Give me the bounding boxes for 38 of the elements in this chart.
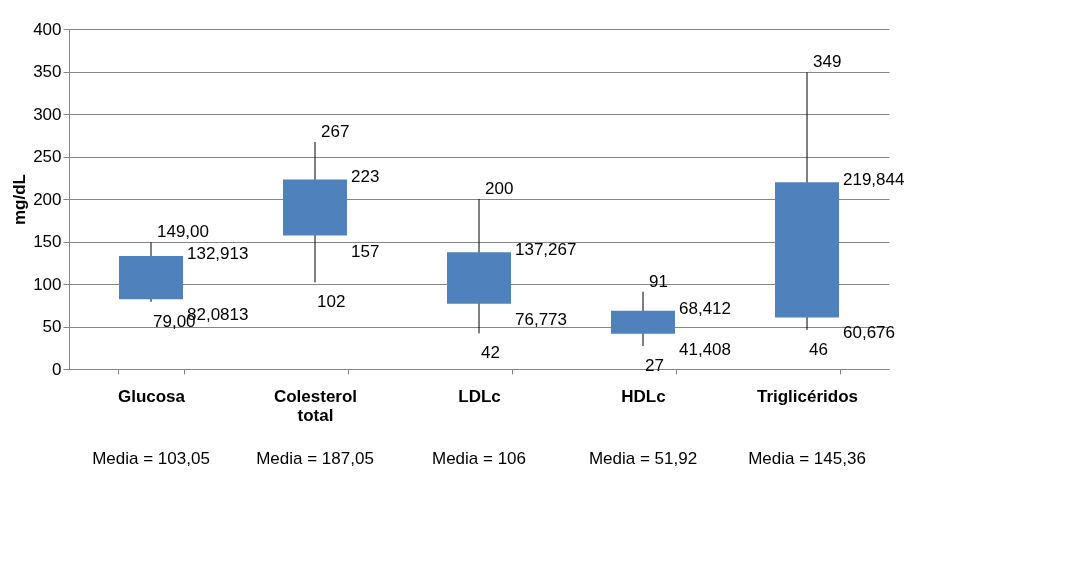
x-tick-label: Triglicéridos [756,386,859,406]
y-tick-label: 200 [33,189,62,209]
y-tick-label: 300 [33,104,62,124]
annotation: 132,913 [187,244,249,264]
text: Media = 106 [431,449,527,468]
x-tick-label: LDLc [458,386,501,406]
annotation: 267 [321,122,350,142]
annotation: 157 [351,241,380,261]
annotation: 149,00 [157,222,209,242]
annotation: 76,773 [515,309,567,329]
annotation: 102 [317,292,346,312]
y-tick-label: 50 [42,317,62,336]
annotation: 219,844 [843,170,905,190]
annotation: 349 [813,52,842,72]
annotation: 223 [351,167,380,187]
text: Media = 51,92 [588,449,698,468]
y-tick-label: 400 [33,19,62,39]
annotation: 41,408 [679,339,731,359]
y-tick-label: 100 [33,274,62,294]
x-tick-label: HDLc [621,386,666,406]
annotation: 200 [485,179,514,198]
annotation: 91 [649,271,668,291]
annotation: 60,676 [843,323,895,343]
text: Media = 145,36 [748,449,866,468]
text: Media = 103,05 [92,449,210,468]
y-tick-label: 0 [52,359,62,379]
x-tick-label: Colesterol total [273,386,358,425]
annotation: 137,267 [515,240,577,260]
y-tick-label: 250 [33,147,62,166]
text: Media = 187,05 [256,449,374,468]
annotation: 42 [481,343,500,363]
annotation: 27 [645,356,664,376]
y-tick-label: 350 [33,62,62,81]
annotation: 46 [809,339,828,359]
x-tick-label: Glucosa [117,386,186,406]
y-axis-title: mg/dL [10,174,30,225]
annotation: 68,412 [679,298,731,318]
y-tick-label: 150 [33,232,62,251]
